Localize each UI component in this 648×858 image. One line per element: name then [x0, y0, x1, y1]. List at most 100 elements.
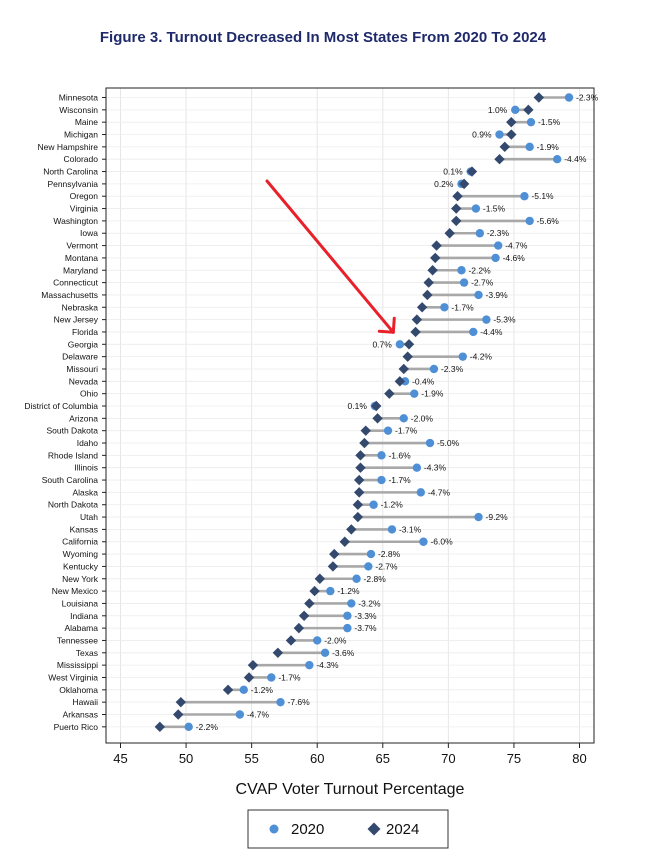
state-label: North Carolina	[43, 167, 98, 177]
marker-2020	[471, 204, 481, 213]
annotation-arrow	[265, 179, 396, 334]
change-label: -1.5%	[483, 204, 506, 214]
marker-2020	[419, 537, 428, 546]
marker-2024	[355, 462, 366, 473]
chart-title: Figure 3. Turnout Decreased In Most Stat…	[100, 29, 547, 46]
marker-2020	[276, 697, 285, 707]
change-label: -1.9%	[537, 142, 560, 152]
x-tick-label: 70	[441, 751, 455, 766]
x-axis-title: CVAP Voter Turnout Percentage	[236, 781, 465, 798]
change-label: -4.3%	[424, 463, 447, 473]
marker-2024	[355, 450, 366, 461]
change-label: -4.4%	[480, 327, 503, 337]
change-label: -2.0%	[324, 635, 347, 645]
marker-2024	[431, 240, 442, 251]
marker-2020	[429, 364, 439, 374]
state-label: Illinois	[74, 463, 98, 473]
marker-2024	[243, 672, 255, 683]
marker-2024	[309, 585, 320, 597]
marker-2024	[416, 302, 428, 313]
state-label: Hawaii	[72, 697, 98, 707]
change-label: -2.3%	[441, 364, 464, 374]
change-label: -4.3%	[316, 660, 339, 670]
marker-2024	[506, 116, 517, 128]
marker-2020	[387, 525, 397, 534]
marker-2020	[459, 278, 469, 287]
marker-2024	[398, 363, 409, 375]
state-label: Alaska	[72, 487, 98, 497]
state-label: Minnesota	[59, 93, 98, 103]
change-label: -1.6%	[388, 450, 411, 460]
marker-2024	[314, 573, 326, 584]
marker-2024	[423, 277, 434, 288]
marker-2024	[285, 635, 297, 646]
state-label: Indiana	[70, 611, 98, 621]
state-labels: Minnesota Wisconsin Maine Michigan New Hamps…	[24, 93, 106, 732]
marker-2024	[346, 524, 357, 535]
change-label: -3.2%	[358, 598, 381, 608]
marker-2020	[410, 389, 419, 398]
state-label: Michigan	[64, 130, 98, 140]
marker-2024	[499, 141, 510, 153]
state-label: Maine	[75, 117, 98, 127]
state-label: West Virginia	[48, 672, 98, 682]
marker-2020	[491, 253, 500, 263]
change-label: -7.6%	[287, 697, 310, 707]
x-tick-label: 50	[179, 751, 193, 766]
change-label: -4.7%	[247, 710, 270, 720]
marker-2024	[411, 314, 423, 325]
marker-2020	[553, 155, 562, 164]
change-label: -1.9%	[421, 389, 444, 399]
marker-2024	[304, 598, 315, 609]
marker-2020	[347, 599, 356, 608]
marker-2024	[533, 92, 545, 103]
marker-2024	[451, 203, 462, 214]
change-label: -1.5%	[538, 117, 561, 127]
change-label: -5.0%	[437, 438, 460, 448]
state-label: Georgia	[68, 339, 99, 349]
state-label: New Mexico	[52, 586, 99, 596]
state-label: Connecticut	[53, 278, 99, 288]
marker-2020	[352, 574, 361, 583]
x-tick-label: 75	[507, 751, 521, 766]
state-label: Idaho	[77, 438, 99, 448]
marker-2024	[506, 129, 517, 140]
state-label: Montana	[65, 253, 98, 263]
marker-2020	[474, 290, 483, 300]
marker-2024	[427, 265, 438, 276]
change-label: 1.0%	[488, 105, 508, 115]
marker-2020	[495, 130, 504, 139]
state-label: Nevada	[69, 376, 99, 386]
marker-2024	[371, 400, 382, 412]
x-tick-label: 65	[376, 751, 390, 766]
change-label: -1.7%	[451, 302, 474, 312]
change-label: -3.7%	[354, 623, 377, 633]
marker-2020	[564, 93, 574, 102]
state-label: Massachusetts	[41, 290, 98, 300]
marker-2024	[298, 610, 310, 621]
marker-2020	[235, 710, 245, 719]
change-label: -1.7%	[388, 475, 411, 485]
x-tick-label: 45	[113, 751, 127, 766]
marker-2024	[494, 154, 505, 165]
state-label: Arizona	[69, 413, 98, 423]
change-label: -3.3%	[354, 611, 377, 621]
arrow-head	[377, 316, 396, 334]
state-label: Washington	[53, 216, 98, 226]
state-label: Wyoming	[63, 549, 99, 559]
marker-2020	[326, 586, 335, 596]
marker-2024	[293, 622, 305, 634]
marker-2024	[384, 388, 395, 399]
legend-marker-2020	[269, 824, 279, 834]
plot-frame	[105, 87, 595, 744]
change-label: -2.7%	[471, 278, 494, 288]
change-label: -0.4%	[412, 376, 435, 386]
change-label: -2.2%	[196, 722, 219, 732]
marker-2024	[154, 721, 166, 733]
change-label: -1.7%	[395, 426, 418, 436]
arrow-shaft	[265, 179, 395, 334]
marker-2024	[222, 684, 234, 696]
state-label: New Jersey	[54, 315, 99, 325]
marker-2024	[359, 437, 370, 449]
marker-2020	[400, 377, 410, 386]
